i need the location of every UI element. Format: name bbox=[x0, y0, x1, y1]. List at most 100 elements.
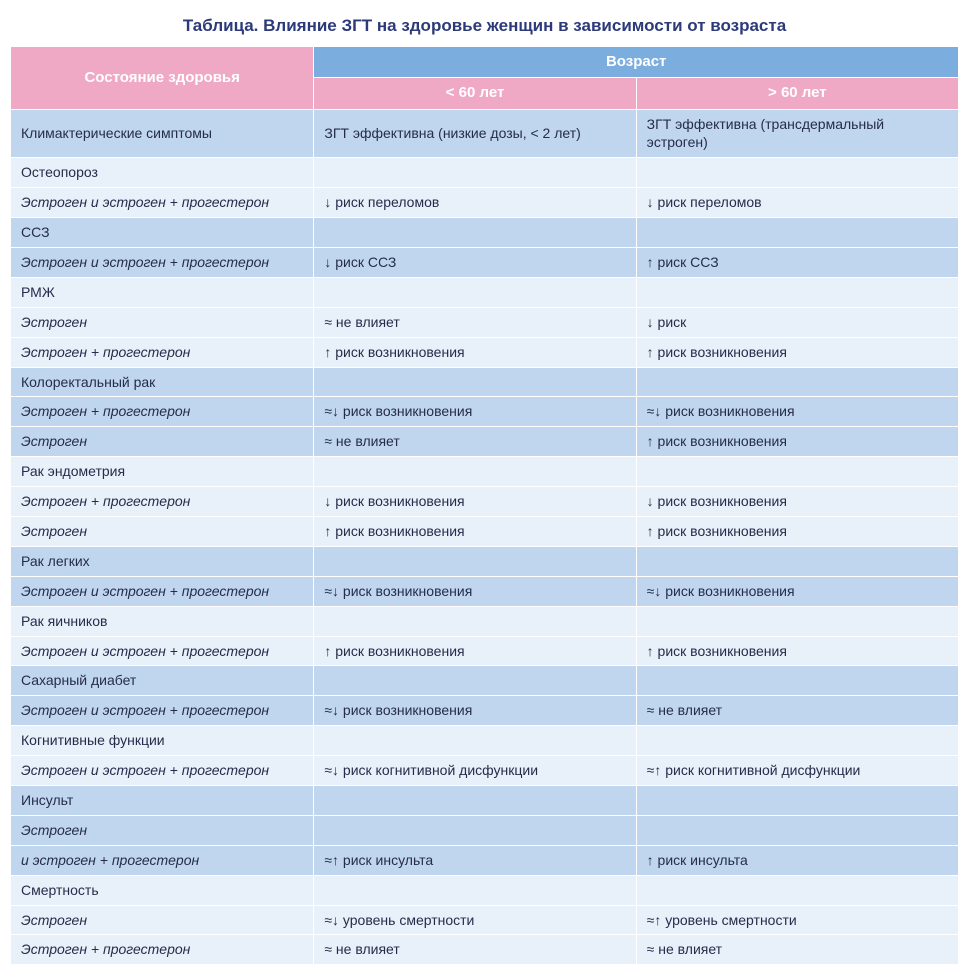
table-row: Эстроген + прогестерон≈ не влияет≈ не вл… bbox=[11, 935, 959, 965]
cell-under-60: ≈ не влияет bbox=[314, 935, 636, 965]
cell-condition: Эстроген + прогестерон bbox=[11, 397, 314, 427]
table-row: Эстроген + прогестерон↑ риск возникновен… bbox=[11, 337, 959, 367]
cell-under-60: ↓ риск переломов bbox=[314, 188, 636, 218]
cell-under-60: ≈↓ риск когнитивной дисфункции bbox=[314, 756, 636, 786]
cell-condition: Смертность bbox=[11, 875, 314, 905]
cell-condition: РМЖ bbox=[11, 277, 314, 307]
header-under-60: < 60 лет bbox=[314, 78, 636, 109]
table-title: Таблица. Влияние ЗГТ на здоровье женщин … bbox=[10, 16, 959, 36]
cell-condition: Эстроген и эстроген + прогестерон bbox=[11, 696, 314, 726]
cell-over-60: ↑ риск ССЗ bbox=[636, 247, 958, 277]
cell-condition: Эстроген + прогестерон bbox=[11, 487, 314, 517]
cell-over-60: ≈↓ риск возникновения bbox=[636, 576, 958, 606]
table-row: Эстроген и эстроген + прогестерон↓ риск … bbox=[11, 247, 959, 277]
cell-condition: Эстроген и эстроген + прогестерон bbox=[11, 247, 314, 277]
table-row: Эстроген bbox=[11, 815, 959, 845]
cell-over-60: ЗГТ эффективна (трансдермальный эстроген… bbox=[636, 109, 958, 158]
table-row: Эстроген и эстроген + прогестерон↓ риск … bbox=[11, 188, 959, 218]
cell-over-60 bbox=[636, 606, 958, 636]
table-row: Эстроген и эстроген + прогестерон≈↓ риск… bbox=[11, 696, 959, 726]
cell-under-60: ≈ не влияет bbox=[314, 427, 636, 457]
cell-over-60: ≈ не влияет bbox=[636, 696, 958, 726]
cell-over-60: ↓ риск переломов bbox=[636, 188, 958, 218]
cell-over-60 bbox=[636, 158, 958, 188]
cell-under-60 bbox=[314, 726, 636, 756]
cell-under-60: ↓ риск возникновения bbox=[314, 487, 636, 517]
cell-over-60: ↑ риск возникновения bbox=[636, 636, 958, 666]
table-row: Рак яичников bbox=[11, 606, 959, 636]
cell-under-60: ↑ риск возникновения bbox=[314, 337, 636, 367]
cell-over-60: ≈↑ риск когнитивной дисфункции bbox=[636, 756, 958, 786]
cell-under-60: ↑ риск возникновения bbox=[314, 516, 636, 546]
cell-over-60: ↓ риск возникновения bbox=[636, 487, 958, 517]
cell-under-60: ≈ не влияет bbox=[314, 307, 636, 337]
cell-under-60 bbox=[314, 666, 636, 696]
cell-condition: Климактерические симптомы bbox=[11, 109, 314, 158]
cell-condition: ССЗ bbox=[11, 218, 314, 248]
table-row: и эстроген + прогестерон≈↑ риск инсульта… bbox=[11, 845, 959, 875]
cell-condition: и эстроген + прогестерон bbox=[11, 845, 314, 875]
cell-under-60 bbox=[314, 218, 636, 248]
table-row: Сахарный диабет bbox=[11, 666, 959, 696]
header-age-group: Возраст bbox=[314, 47, 959, 78]
cell-condition: Эстроген + прогестерон bbox=[11, 337, 314, 367]
cell-condition: Эстроген и эстроген + прогестерон bbox=[11, 188, 314, 218]
table-row: Эстроген и эстроген + прогестерон ≈↓ риск… bbox=[11, 576, 959, 606]
cell-condition: Эстроген bbox=[11, 516, 314, 546]
cell-under-60 bbox=[314, 606, 636, 636]
table-row: Эстроген и эстроген + прогестерон≈↓ риск… bbox=[11, 756, 959, 786]
cell-under-60: ↑ риск возникновения bbox=[314, 636, 636, 666]
cell-under-60 bbox=[314, 158, 636, 188]
cell-condition: Остеопороз bbox=[11, 158, 314, 188]
table-row: Эстроген≈ не влияет↑ риск возникновения bbox=[11, 427, 959, 457]
cell-over-60: ↑ риск возникновения bbox=[636, 337, 958, 367]
cell-condition: Эстроген bbox=[11, 307, 314, 337]
cell-over-60: ↑ риск возникновения bbox=[636, 427, 958, 457]
cell-condition: Рак эндометрия bbox=[11, 457, 314, 487]
cell-over-60: ↑ риск возникновения bbox=[636, 516, 958, 546]
cell-over-60: ≈↓ риск возникновения bbox=[636, 397, 958, 427]
table-row: Эстроген + прогестерон↓ риск возникновен… bbox=[11, 487, 959, 517]
cell-over-60 bbox=[636, 218, 958, 248]
cell-over-60 bbox=[636, 277, 958, 307]
cell-condition: Колоректальный рак bbox=[11, 367, 314, 397]
cell-over-60: ↑ риск инсульта bbox=[636, 845, 958, 875]
table-row: РМЖ bbox=[11, 277, 959, 307]
cell-condition: Эстроген + прогестерон bbox=[11, 935, 314, 965]
cell-under-60 bbox=[314, 277, 636, 307]
cell-over-60: ≈↑ уровень смертности bbox=[636, 905, 958, 935]
cell-over-60: ≈ не влияет bbox=[636, 935, 958, 965]
table-row: Колоректальный рак bbox=[11, 367, 959, 397]
cell-under-60 bbox=[314, 457, 636, 487]
cell-under-60 bbox=[314, 875, 636, 905]
cell-under-60: ≈↓ риск возникновения bbox=[314, 397, 636, 427]
cell-under-60: ≈↓ риск возникновения bbox=[314, 696, 636, 726]
cell-over-60 bbox=[636, 815, 958, 845]
cell-under-60: ≈↓ уровень смертности bbox=[314, 905, 636, 935]
cell-over-60 bbox=[636, 666, 958, 696]
table-row: Эстроген↑ риск возникновения↑ риск возни… bbox=[11, 516, 959, 546]
cell-over-60 bbox=[636, 546, 958, 576]
table-row: Остеопороз bbox=[11, 158, 959, 188]
cell-condition: Эстроген и эстроген + прогестерон bbox=[11, 576, 314, 606]
cell-over-60 bbox=[636, 367, 958, 397]
cell-over-60 bbox=[636, 875, 958, 905]
cell-condition: Рак яичников bbox=[11, 606, 314, 636]
table-row: Эстроген≈ не влияет↓ риск bbox=[11, 307, 959, 337]
table-body: Климактерические симптомы ЗГТ эффективна … bbox=[11, 109, 959, 965]
cell-condition: Когнитивные функции bbox=[11, 726, 314, 756]
cell-over-60 bbox=[636, 457, 958, 487]
cell-under-60 bbox=[314, 815, 636, 845]
table-row: Смертность bbox=[11, 875, 959, 905]
cell-under-60 bbox=[314, 367, 636, 397]
cell-under-60: ≈↑ риск инсульта bbox=[314, 845, 636, 875]
table-row: Когнитивные функции bbox=[11, 726, 959, 756]
hrt-table: Состояние здоровья Возраст < 60 лет > 60… bbox=[10, 46, 959, 965]
table-row: Эстроген≈↓ уровень смертности≈↑ уровень … bbox=[11, 905, 959, 935]
header-over-60: > 60 лет bbox=[636, 78, 958, 109]
cell-condition: Эстроген и эстроген + прогестерон bbox=[11, 756, 314, 786]
table-row: Рак эндометрия bbox=[11, 457, 959, 487]
table-row: Эстроген и эстроген + прогестерон↑ риск … bbox=[11, 636, 959, 666]
cell-condition: Рак легких bbox=[11, 546, 314, 576]
cell-under-60 bbox=[314, 546, 636, 576]
